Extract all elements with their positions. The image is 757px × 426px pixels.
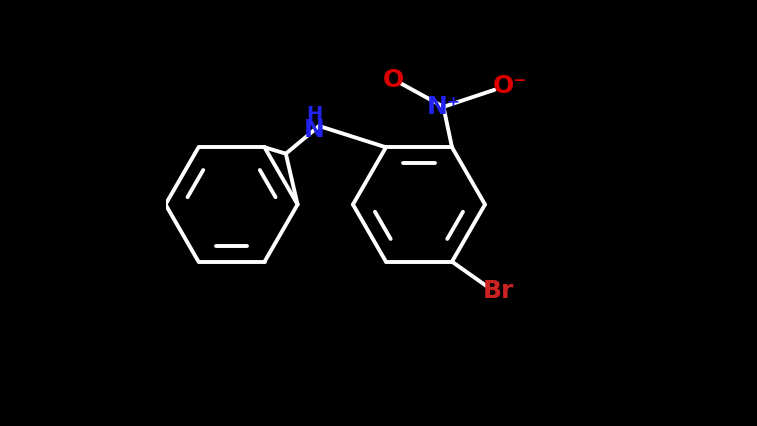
Text: O: O <box>382 68 403 92</box>
Text: N⁺: N⁺ <box>426 95 460 119</box>
Text: H: H <box>306 104 322 124</box>
Text: O⁻: O⁻ <box>492 75 527 98</box>
Text: N: N <box>304 118 325 142</box>
Text: Br: Br <box>483 279 515 302</box>
